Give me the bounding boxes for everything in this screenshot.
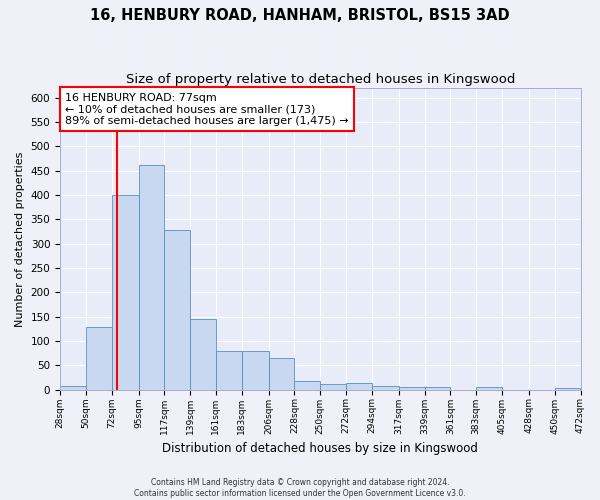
- Title: Size of property relative to detached houses in Kingswood: Size of property relative to detached ho…: [125, 72, 515, 86]
- X-axis label: Distribution of detached houses by size in Kingswood: Distribution of detached houses by size …: [163, 442, 478, 455]
- Bar: [190, 319, 216, 390]
- Bar: [269, 358, 295, 390]
- Bar: [216, 350, 242, 390]
- Bar: [242, 350, 269, 390]
- Bar: [476, 387, 502, 390]
- Bar: [60, 386, 86, 390]
- Bar: [346, 383, 372, 390]
- Bar: [139, 165, 164, 390]
- Bar: [425, 387, 451, 390]
- Y-axis label: Number of detached properties: Number of detached properties: [15, 151, 25, 326]
- Bar: [112, 195, 139, 390]
- Bar: [86, 328, 112, 390]
- Text: 16, HENBURY ROAD, HANHAM, BRISTOL, BS15 3AD: 16, HENBURY ROAD, HANHAM, BRISTOL, BS15 …: [90, 8, 510, 22]
- Text: 16 HENBURY ROAD: 77sqm
← 10% of detached houses are smaller (173)
89% of semi-de: 16 HENBURY ROAD: 77sqm ← 10% of detached…: [65, 92, 349, 126]
- Bar: [295, 381, 320, 390]
- Bar: [164, 230, 190, 390]
- Bar: [372, 386, 399, 390]
- Bar: [320, 384, 346, 390]
- Text: Contains HM Land Registry data © Crown copyright and database right 2024.
Contai: Contains HM Land Registry data © Crown c…: [134, 478, 466, 498]
- Bar: [555, 388, 580, 390]
- Bar: [399, 386, 425, 390]
